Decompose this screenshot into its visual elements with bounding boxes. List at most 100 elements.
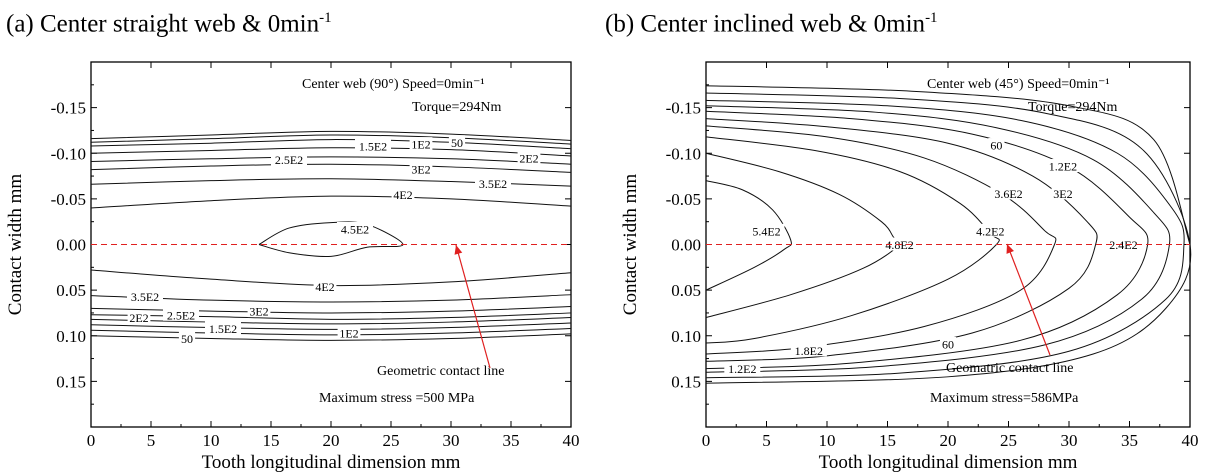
contour-label: 50: [181, 332, 193, 346]
contour-label-bg: [247, 304, 271, 318]
panel-title-text: (b) Center inclined web & 0min: [605, 10, 926, 38]
contour-label: 4.2E2: [976, 224, 1004, 238]
contour-label-bg: [409, 161, 433, 175]
contour-label-bg: [748, 223, 785, 237]
contour-line: [705, 136, 1000, 344]
contour-label-bg: [475, 176, 511, 190]
contour-line: [705, 125, 1057, 355]
contour-line: [258, 221, 404, 258]
contour-label: 4.5E2: [341, 222, 369, 236]
contour-label-bg: [178, 331, 196, 345]
contour-label-bg: [1105, 237, 1142, 251]
contour-label-bg: [1051, 186, 1075, 200]
x-tick-label: 0: [87, 431, 96, 450]
x-tick-label: 0: [702, 431, 711, 450]
y-tick-label: 0.00: [671, 236, 701, 255]
y-tick-label: -0.05: [51, 190, 86, 209]
x-tick-label: 35: [503, 431, 520, 450]
contour-label-bg: [271, 152, 307, 166]
contour-label-bg: [337, 326, 361, 340]
y-tick-label: 0.05: [56, 281, 86, 300]
x-tick-label: 10: [203, 431, 220, 450]
y-tick-label: 0.15: [56, 372, 86, 391]
contour-label: 4E2: [393, 188, 412, 202]
contour-label-bg: [988, 138, 1005, 152]
y-tick-label: 0.10: [56, 327, 86, 346]
x-tick-label: 35: [1121, 431, 1138, 450]
contour-label: 1.2E2: [1049, 160, 1077, 174]
contour-label-bg: [939, 336, 957, 350]
panel-b: (b) Center inclined web & 0min-1 0 5 10 15 2…: [605, 0, 1206, 474]
annotation-contact-line: Geometric contact line: [377, 364, 505, 379]
contour-label-bg: [1044, 159, 1081, 173]
contour-label: 3.5E2: [479, 177, 507, 191]
y-tick-label: -0.05: [666, 190, 701, 209]
x-tick-label: 25: [1000, 431, 1017, 450]
contour-label: 3E2: [249, 305, 268, 319]
contour-label: 60: [990, 139, 1002, 153]
contour-label: 3.6E2: [994, 187, 1022, 201]
contour-label: 3E2: [1053, 187, 1072, 201]
contour-label-bg: [163, 307, 199, 321]
contour-label: 1.5E2: [209, 322, 237, 336]
x-tick-label: 40: [1182, 431, 1199, 450]
contour-label-bg: [127, 310, 151, 324]
contour-label: 2E2: [519, 151, 538, 165]
x-tick-label: 20: [940, 431, 957, 450]
contour-line: [90, 130, 572, 141]
annotation-max-stress: Maximum stress =500 MPa: [319, 391, 475, 406]
y-axis-label: Contact width mm: [620, 174, 641, 316]
x-tick-label: 20: [323, 431, 340, 450]
contour-label-bg: [790, 343, 827, 357]
contour-label: 1E2: [339, 327, 358, 341]
panel-title: (b) Center inclined web & 0min-1: [605, 10, 938, 38]
contour-label: 2E2: [129, 311, 148, 325]
x-tick-label: 25: [383, 431, 400, 450]
contour-label: 50: [451, 136, 463, 150]
contour-line: [705, 99, 1185, 379]
panel-title-text: (a) Center straight web & 0min: [6, 10, 320, 38]
contour-line: [705, 85, 1191, 245]
contour-label-bg: [391, 187, 415, 201]
x-axis-label: Tooth longitudinal dimension mm: [819, 452, 1078, 473]
x-tick-label: 10: [819, 431, 836, 450]
y-tick-label: 0.05: [671, 281, 701, 300]
arrow-shaft: [455, 244, 491, 369]
contour-label-bg: [127, 289, 163, 303]
contour-label: 1E2: [411, 138, 430, 152]
y-tick-label: -0.15: [666, 99, 701, 118]
contour-label-bg: [409, 137, 433, 151]
y-tick-label: 0.10: [671, 327, 701, 346]
y-tick-label: -0.15: [51, 99, 86, 118]
contour-label-bg: [355, 138, 391, 152]
contour-line: [90, 333, 572, 341]
arrow-shaft: [1006, 243, 1051, 356]
contour-label-bg: [337, 221, 373, 235]
contour-label: 2.5E2: [167, 308, 195, 322]
contour-line: [90, 327, 572, 336]
contour-line: [705, 110, 1149, 370]
contour-label-bg: [972, 223, 1009, 237]
contour-line: [90, 147, 572, 157]
contour-line: [705, 152, 902, 318]
contour-label: 60: [942, 337, 954, 351]
annotation-web-speed: Center web (90°) Speed=0min⁻¹: [302, 77, 485, 92]
contour-line: [90, 134, 572, 145]
contour-line: [90, 163, 572, 173]
contour-label: 2.5E2: [275, 153, 303, 167]
contour-label: 3.5E2: [131, 290, 159, 304]
x-tick-label: 5: [762, 431, 771, 450]
contour-label: 2.4E2: [1109, 238, 1137, 252]
panel-title: (a) Center straight web & 0min-1: [6, 10, 332, 38]
contour-line: [90, 156, 572, 165]
arrow-head: [1006, 244, 1014, 254]
contour-label: 1.2E2: [728, 362, 756, 376]
contour-label-bg: [205, 321, 241, 335]
y-tick-label: 0.15: [671, 372, 701, 391]
y-axis-label: Contact width mm: [5, 174, 26, 316]
contour-line: [705, 105, 1171, 373]
annotation-contact-line: Geomatric contact line: [946, 361, 1074, 376]
contour-label-bg: [517, 150, 541, 164]
contour-line: [705, 118, 1098, 362]
panel-title-superscript: -1: [319, 10, 332, 26]
